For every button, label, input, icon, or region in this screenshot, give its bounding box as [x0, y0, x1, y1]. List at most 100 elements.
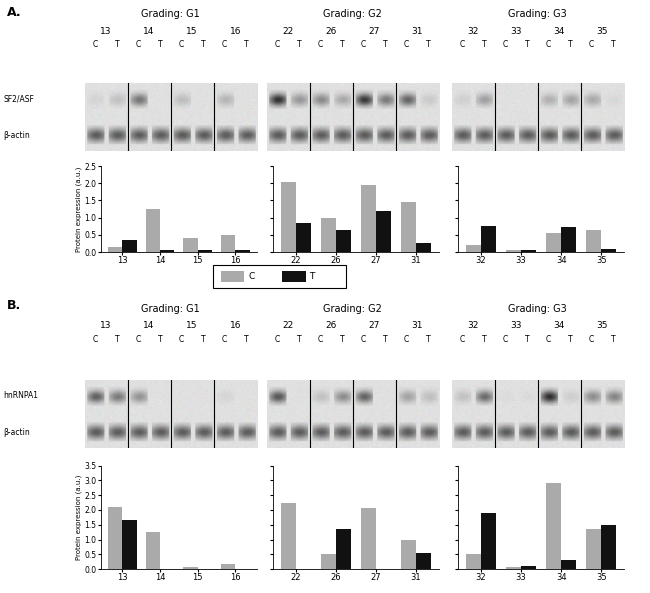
Bar — [416, 553, 431, 569]
Bar — [546, 233, 561, 252]
Bar — [221, 270, 244, 282]
Text: Grading: G3: Grading: G3 — [508, 304, 567, 314]
Text: C: C — [589, 335, 594, 344]
Bar — [281, 181, 296, 252]
Text: 14: 14 — [144, 321, 155, 330]
Text: T: T — [157, 40, 162, 49]
Bar — [416, 244, 431, 252]
Text: T: T — [383, 335, 387, 344]
Text: C: C — [136, 335, 141, 344]
Text: C: C — [222, 335, 227, 344]
Bar — [601, 525, 616, 569]
Bar — [146, 209, 160, 252]
Bar — [122, 521, 136, 569]
Text: C: C — [404, 40, 409, 49]
Text: C: C — [93, 335, 98, 344]
Bar — [546, 483, 561, 569]
Text: 32: 32 — [467, 321, 479, 330]
Text: hnRNPA1: hnRNPA1 — [3, 391, 38, 400]
Text: Grading: G1: Grading: G1 — [141, 304, 200, 314]
Bar — [221, 564, 235, 569]
Text: 22: 22 — [282, 27, 294, 36]
Text: T: T — [611, 335, 616, 344]
Text: C: C — [275, 335, 280, 344]
Text: T: T — [201, 335, 205, 344]
Text: C: C — [318, 40, 323, 49]
Bar — [336, 529, 351, 569]
Text: 34: 34 — [554, 27, 565, 36]
Bar — [481, 227, 496, 252]
Text: C: C — [222, 40, 227, 49]
Bar — [361, 185, 376, 252]
Text: 27: 27 — [369, 27, 380, 36]
Text: T: T — [201, 40, 205, 49]
Text: 26: 26 — [326, 27, 337, 36]
Bar — [481, 513, 496, 569]
Text: C: C — [589, 40, 594, 49]
Text: T: T — [383, 40, 387, 49]
Text: Grading: G3: Grading: G3 — [508, 9, 567, 19]
Text: C: C — [179, 40, 184, 49]
Bar — [108, 507, 122, 569]
Text: 26: 26 — [326, 321, 337, 330]
Text: T: T — [244, 40, 248, 49]
Text: T: T — [114, 335, 119, 344]
Text: T: T — [339, 335, 344, 344]
Text: C: C — [546, 335, 551, 344]
Bar — [235, 250, 250, 252]
Text: β-actin: β-actin — [3, 428, 30, 436]
Bar — [282, 270, 306, 282]
Text: C: C — [503, 40, 508, 49]
Text: T: T — [568, 335, 573, 344]
Bar — [521, 566, 536, 569]
Text: T: T — [525, 40, 529, 49]
Bar — [183, 238, 198, 252]
Bar — [361, 509, 376, 569]
Text: T: T — [296, 335, 301, 344]
Text: 15: 15 — [187, 321, 198, 330]
Bar — [336, 229, 351, 252]
Bar — [561, 560, 577, 569]
Text: C: C — [546, 40, 551, 49]
Text: 33: 33 — [511, 321, 522, 330]
Text: T: T — [525, 335, 529, 344]
Text: Grading: G2: Grading: G2 — [323, 304, 382, 314]
Text: Grading: G1: Grading: G1 — [141, 9, 200, 19]
Text: T: T — [482, 40, 486, 49]
Text: C: C — [136, 40, 141, 49]
Bar — [401, 540, 416, 569]
Text: SF2/ASF: SF2/ASF — [3, 94, 34, 103]
Text: 34: 34 — [554, 321, 565, 330]
Bar — [561, 227, 577, 252]
Bar — [601, 248, 616, 252]
Bar — [401, 202, 416, 252]
Bar — [586, 529, 601, 569]
Bar — [122, 240, 136, 252]
Bar — [160, 250, 174, 252]
Text: Grading: G2: Grading: G2 — [323, 9, 382, 19]
Text: T: T — [296, 40, 301, 49]
Bar — [506, 567, 521, 569]
FancyBboxPatch shape — [213, 265, 346, 288]
Text: C: C — [93, 40, 98, 49]
Text: 27: 27 — [369, 321, 380, 330]
Text: T: T — [157, 335, 162, 344]
Bar — [466, 245, 481, 252]
Text: 16: 16 — [229, 27, 241, 36]
Bar — [296, 223, 311, 252]
Text: T: T — [339, 40, 344, 49]
Text: 13: 13 — [100, 27, 112, 36]
Text: C: C — [404, 335, 409, 344]
Bar — [586, 229, 601, 252]
Text: C: C — [318, 335, 323, 344]
Bar — [320, 554, 336, 569]
Bar — [281, 503, 296, 569]
Text: T: T — [426, 335, 430, 344]
Bar — [506, 250, 521, 252]
Text: T: T — [426, 40, 430, 49]
Text: 15: 15 — [187, 27, 198, 36]
Text: 35: 35 — [597, 321, 608, 330]
Text: T: T — [244, 335, 248, 344]
Bar — [146, 533, 160, 569]
Text: A.: A. — [6, 6, 21, 19]
